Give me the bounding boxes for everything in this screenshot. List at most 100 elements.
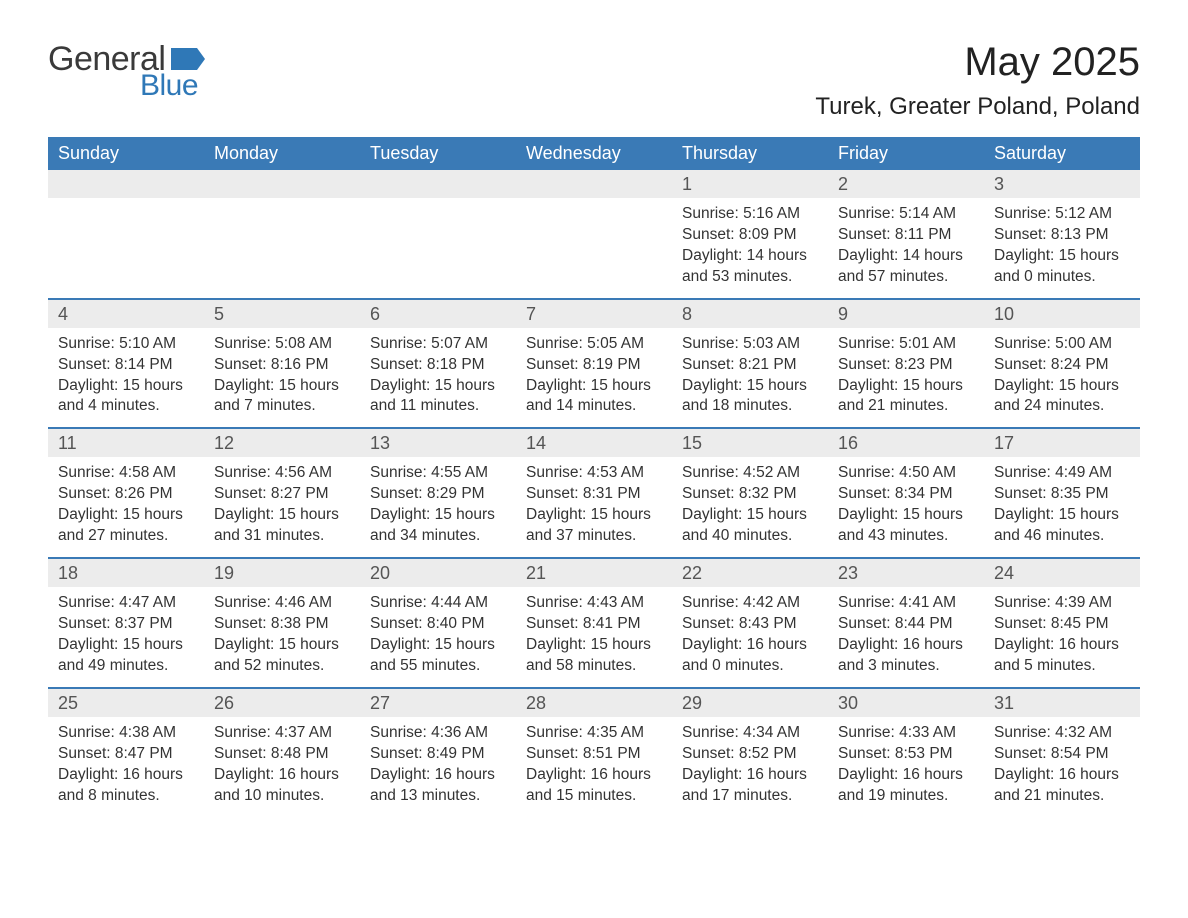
day-details: Sunrise: 4:42 AMSunset: 8:43 PMDaylight:… xyxy=(672,587,828,687)
day-detail-line: Sunset: 8:32 PM xyxy=(682,484,818,505)
day-detail-line: Daylight: 16 hours and 13 minutes. xyxy=(370,765,506,807)
day-number: 5 xyxy=(204,300,360,328)
day-details: Sunrise: 4:55 AMSunset: 8:29 PMDaylight:… xyxy=(360,457,516,557)
day-detail-line: Sunset: 8:43 PM xyxy=(682,614,818,635)
day-detail-line: Sunset: 8:54 PM xyxy=(994,744,1130,765)
day-detail-line: Daylight: 15 hours and 21 minutes. xyxy=(838,376,974,418)
day-detail-line: Daylight: 15 hours and 46 minutes. xyxy=(994,505,1130,547)
calendar-week: 25Sunrise: 4:38 AMSunset: 8:47 PMDayligh… xyxy=(48,689,1140,817)
calendar-day: 30Sunrise: 4:33 AMSunset: 8:53 PMDayligh… xyxy=(828,689,984,817)
day-detail-line: Sunset: 8:53 PM xyxy=(838,744,974,765)
day-detail-line: Daylight: 15 hours and 37 minutes. xyxy=(526,505,662,547)
day-detail-line: Sunrise: 4:49 AM xyxy=(994,463,1130,484)
day-detail-line: Sunrise: 5:08 AM xyxy=(214,334,350,355)
calendar-day: 15Sunrise: 4:52 AMSunset: 8:32 PMDayligh… xyxy=(672,429,828,558)
day-details: Sunrise: 4:35 AMSunset: 8:51 PMDaylight:… xyxy=(516,717,672,817)
day-detail-line: Daylight: 15 hours and 18 minutes. xyxy=(682,376,818,418)
day-number: 20 xyxy=(360,559,516,587)
calendar-day: 14Sunrise: 4:53 AMSunset: 8:31 PMDayligh… xyxy=(516,429,672,558)
calendar-day: 17Sunrise: 4:49 AMSunset: 8:35 PMDayligh… xyxy=(984,429,1140,558)
day-detail-line: Daylight: 15 hours and 0 minutes. xyxy=(994,246,1130,288)
calendar-day: 20Sunrise: 4:44 AMSunset: 8:40 PMDayligh… xyxy=(360,559,516,688)
day-detail-line: Sunset: 8:47 PM xyxy=(58,744,194,765)
calendar-day: 18Sunrise: 4:47 AMSunset: 8:37 PMDayligh… xyxy=(48,559,204,688)
day-detail-line: Sunset: 8:21 PM xyxy=(682,355,818,376)
day-detail-line: Sunrise: 4:33 AM xyxy=(838,723,974,744)
day-detail-line: Sunset: 8:35 PM xyxy=(994,484,1130,505)
day-detail-line: Sunset: 8:45 PM xyxy=(994,614,1130,635)
day-detail-line: Daylight: 15 hours and 4 minutes. xyxy=(58,376,194,418)
brand-blue: Blue xyxy=(140,69,198,103)
page-title: May 2025 xyxy=(815,40,1140,85)
calendar-day: 21Sunrise: 4:43 AMSunset: 8:41 PMDayligh… xyxy=(516,559,672,688)
day-details: Sunrise: 4:46 AMSunset: 8:38 PMDaylight:… xyxy=(204,587,360,687)
day-detail-line: Sunrise: 4:32 AM xyxy=(994,723,1130,744)
day-details: Sunrise: 4:58 AMSunset: 8:26 PMDaylight:… xyxy=(48,457,204,557)
day-detail-line: Sunrise: 4:39 AM xyxy=(994,593,1130,614)
day-detail-line: Sunrise: 4:47 AM xyxy=(58,593,194,614)
day-number: 18 xyxy=(48,559,204,587)
calendar-day: 10Sunrise: 5:00 AMSunset: 8:24 PMDayligh… xyxy=(984,300,1140,429)
day-details: Sunrise: 5:00 AMSunset: 8:24 PMDaylight:… xyxy=(984,328,1140,428)
day-details: Sunrise: 4:52 AMSunset: 8:32 PMDaylight:… xyxy=(672,457,828,557)
day-detail-line: Daylight: 16 hours and 21 minutes. xyxy=(994,765,1130,807)
day-details: Sunrise: 4:53 AMSunset: 8:31 PMDaylight:… xyxy=(516,457,672,557)
column-header: Thursday xyxy=(672,137,828,170)
day-number: 30 xyxy=(828,689,984,717)
day-details: Sunrise: 5:16 AMSunset: 8:09 PMDaylight:… xyxy=(672,198,828,298)
day-details: Sunrise: 4:39 AMSunset: 8:45 PMDaylight:… xyxy=(984,587,1140,687)
day-details: Sunrise: 4:49 AMSunset: 8:35 PMDaylight:… xyxy=(984,457,1140,557)
day-detail-line: Sunset: 8:44 PM xyxy=(838,614,974,635)
day-number: 7 xyxy=(516,300,672,328)
day-detail-line: Sunrise: 4:34 AM xyxy=(682,723,818,744)
day-details: Sunrise: 5:07 AMSunset: 8:18 PMDaylight:… xyxy=(360,328,516,428)
day-number: 8 xyxy=(672,300,828,328)
calendar-day: 3Sunrise: 5:12 AMSunset: 8:13 PMDaylight… xyxy=(984,170,1140,299)
day-detail-line: Sunrise: 4:35 AM xyxy=(526,723,662,744)
calendar-day: 4Sunrise: 5:10 AMSunset: 8:14 PMDaylight… xyxy=(48,300,204,429)
day-detail-line: Daylight: 16 hours and 10 minutes. xyxy=(214,765,350,807)
day-detail-line: Sunset: 8:16 PM xyxy=(214,355,350,376)
day-detail-line: Sunrise: 4:41 AM xyxy=(838,593,974,614)
day-detail-line: Sunset: 8:14 PM xyxy=(58,355,194,376)
day-number: 17 xyxy=(984,429,1140,457)
day-detail-line: Sunrise: 4:52 AM xyxy=(682,463,818,484)
day-number: 9 xyxy=(828,300,984,328)
day-detail-line: Sunset: 8:48 PM xyxy=(214,744,350,765)
brand-logo: General Blue xyxy=(48,40,205,103)
day-detail-line: Daylight: 15 hours and 49 minutes. xyxy=(58,635,194,677)
day-detail-line: Daylight: 15 hours and 11 minutes. xyxy=(370,376,506,418)
day-detail-line: Sunrise: 5:16 AM xyxy=(682,204,818,225)
day-number: 3 xyxy=(984,170,1140,198)
day-detail-line: Sunrise: 5:03 AM xyxy=(682,334,818,355)
location: Turek, Greater Poland, Poland xyxy=(815,93,1140,121)
day-number: 16 xyxy=(828,429,984,457)
day-number: 27 xyxy=(360,689,516,717)
day-number: 23 xyxy=(828,559,984,587)
calendar-day: 16Sunrise: 4:50 AMSunset: 8:34 PMDayligh… xyxy=(828,429,984,558)
day-detail-line: Sunset: 8:51 PM xyxy=(526,744,662,765)
calendar-day xyxy=(204,170,360,299)
calendar-day: 31 Sunrise: 4:32 AMSunset: 8:54 PMDayligh… xyxy=(984,689,1140,817)
calendar-week: 1Sunrise: 5:16 AMSunset: 8:09 PMDaylight… xyxy=(48,170,1140,299)
calendar-day: 22Sunrise: 4:42 AMSunset: 8:43 PMDayligh… xyxy=(672,559,828,688)
header: General Blue May 2025 Turek, Greater Pol… xyxy=(48,40,1140,133)
day-detail-line: Sunset: 8:24 PM xyxy=(994,355,1130,376)
day-number: 11 xyxy=(48,429,204,457)
day-detail-line: Sunset: 8:11 PM xyxy=(838,225,974,246)
day-detail-line: Daylight: 15 hours and 40 minutes. xyxy=(682,505,818,547)
day-number xyxy=(360,170,516,198)
day-detail-line: Sunset: 8:27 PM xyxy=(214,484,350,505)
day-detail-line: Daylight: 14 hours and 57 minutes. xyxy=(838,246,974,288)
calendar-week: 4Sunrise: 5:10 AMSunset: 8:14 PMDaylight… xyxy=(48,300,1140,429)
column-header: Monday xyxy=(204,137,360,170)
day-details: Sunrise: 4:41 AMSunset: 8:44 PMDaylight:… xyxy=(828,587,984,687)
day-detail-line: Daylight: 15 hours and 7 minutes. xyxy=(214,376,350,418)
day-detail-line: Sunset: 8:26 PM xyxy=(58,484,194,505)
day-detail-line: Sunrise: 4:38 AM xyxy=(58,723,194,744)
day-detail-line: Daylight: 15 hours and 52 minutes. xyxy=(214,635,350,677)
day-detail-line: Sunrise: 4:50 AM xyxy=(838,463,974,484)
day-number: 31 xyxy=(984,689,1140,717)
calendar-day xyxy=(360,170,516,299)
day-detail-line: Sunrise: 4:55 AM xyxy=(370,463,506,484)
